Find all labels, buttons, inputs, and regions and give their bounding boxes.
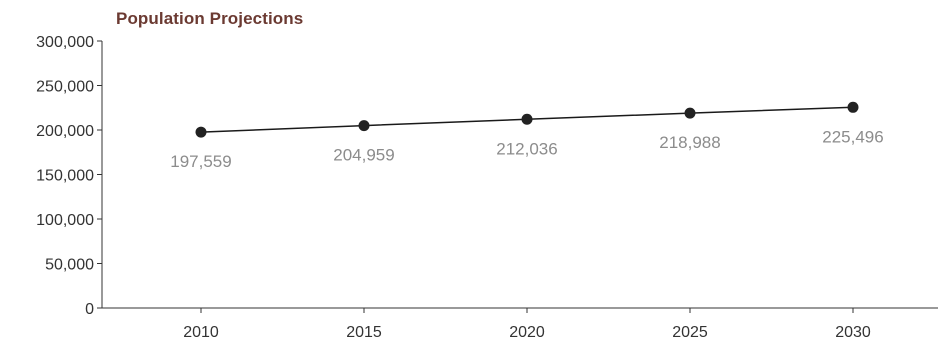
data-label: 197,559 <box>170 152 231 171</box>
y-tick-label: 250,000 <box>36 79 94 96</box>
x-tick-label: 2010 <box>183 324 219 341</box>
data-point <box>521 113 533 125</box>
x-tick-label: 2020 <box>509 324 545 341</box>
y-axis-ticks: 0 50,000 100,000 150,000 200,000 250,000 300,0… <box>36 34 102 318</box>
y-tick-label: 50,000 <box>45 257 94 274</box>
y-tick-label: 300,000 <box>36 34 94 51</box>
chart-title: Population Projections <box>116 9 304 28</box>
data-label: 204,959 <box>333 146 394 165</box>
data-label: 212,036 <box>496 139 557 158</box>
data-point <box>358 120 370 132</box>
series-layer <box>195 101 859 138</box>
x-tick-label: 2030 <box>835 324 871 341</box>
data-point <box>684 107 696 119</box>
data-label: 218,988 <box>659 133 720 152</box>
data-point <box>195 126 207 138</box>
x-tick-label: 2015 <box>346 324 382 341</box>
x-tick-label: 2025 <box>672 324 708 341</box>
data-labels-layer: 197,559 204,959 212,036 218,988 225,496 <box>170 127 883 171</box>
data-label: 225,496 <box>822 127 883 146</box>
y-tick-label: 150,000 <box>36 168 94 185</box>
y-tick-label: 100,000 <box>36 212 94 229</box>
x-axis-ticks: 2010 2015 2020 2025 2030 <box>183 308 871 341</box>
data-point <box>847 101 859 113</box>
chart-axes <box>101 41 938 309</box>
y-tick-label: 0 <box>85 301 94 318</box>
y-tick-label: 200,000 <box>36 123 94 140</box>
